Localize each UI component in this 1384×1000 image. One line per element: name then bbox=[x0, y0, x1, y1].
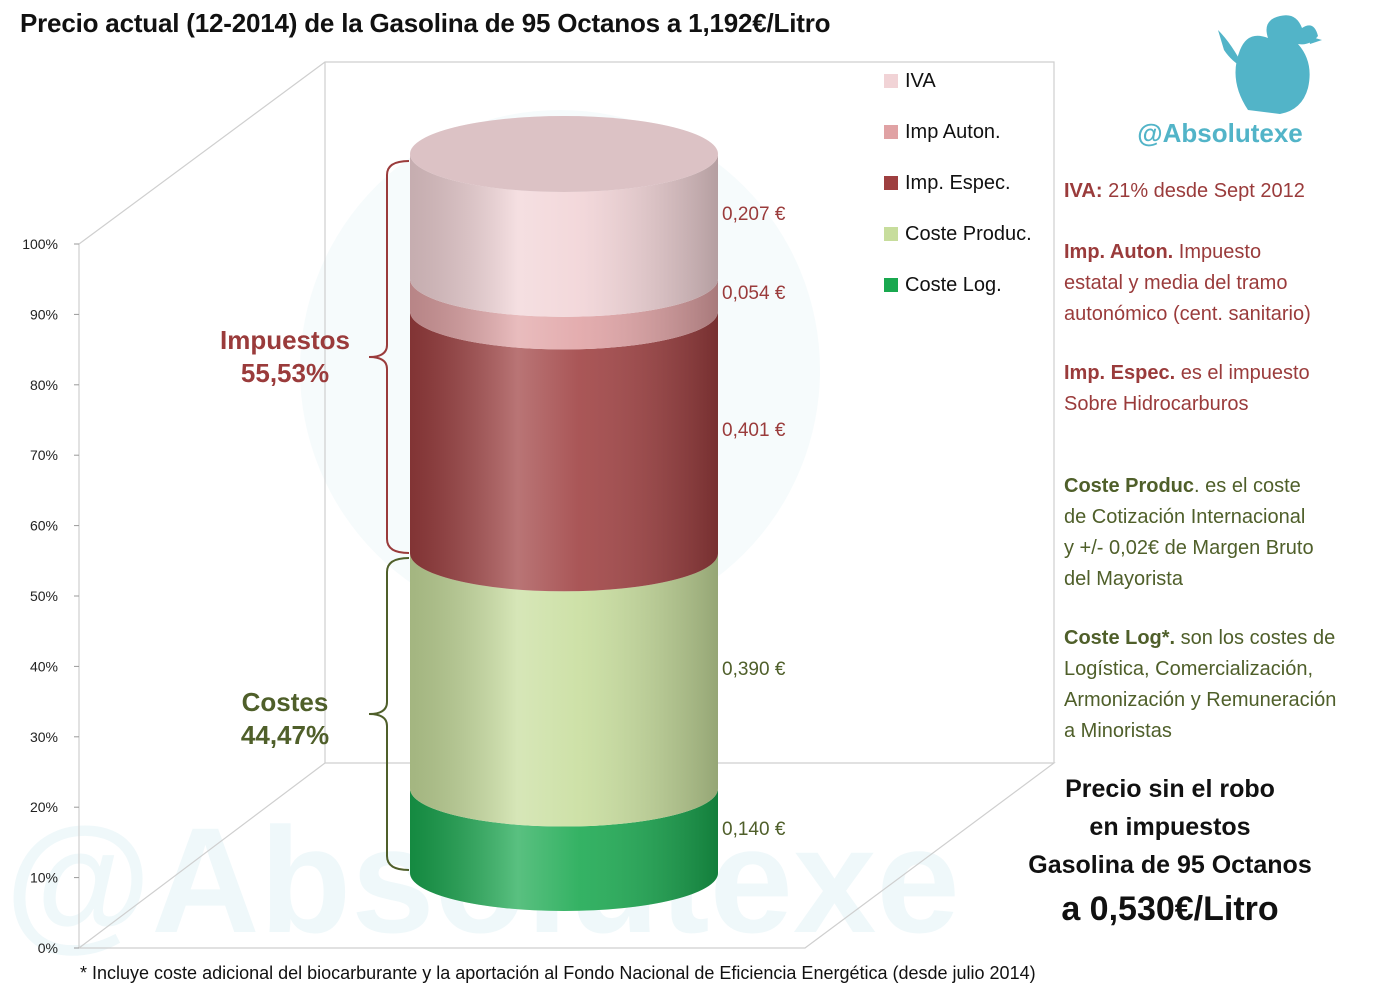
group-braces bbox=[368, 160, 410, 871]
griffin-logo-icon bbox=[1218, 15, 1322, 115]
note-log-text2: Logística, Comercialización, bbox=[1064, 658, 1313, 680]
note-iva-bold: IVA: bbox=[1064, 180, 1103, 202]
y-tick-label: 50% bbox=[30, 588, 58, 604]
legend-swatch bbox=[884, 227, 898, 241]
bottom-note-line1: Precio sin el robo bbox=[1065, 775, 1275, 803]
griffin-wing bbox=[1218, 30, 1244, 68]
note-espec-text1: es el impuesto bbox=[1175, 362, 1310, 384]
note-log-text4: a Minoristas bbox=[1064, 720, 1172, 742]
frame-floor bbox=[78, 762, 1056, 949]
griffin-beak bbox=[1308, 36, 1322, 44]
note-espec-bold: Imp. Espec. bbox=[1064, 362, 1176, 384]
y-tick-label: 40% bbox=[30, 658, 58, 674]
cylinder-segment-shading bbox=[410, 311, 718, 592]
note-produc-text3: y +/- 0,02€ de Margen Bruto bbox=[1064, 537, 1314, 559]
note-auton-text2: estatal y media del tramo bbox=[1064, 272, 1288, 294]
value-label: 0,054 € bbox=[722, 283, 786, 305]
bottom-note-line3: Gasolina de 95 Octanos bbox=[1028, 851, 1312, 879]
bottom-note-line2: en impuestos bbox=[1089, 813, 1251, 841]
footnote: * Incluye coste adicional del biocarbura… bbox=[80, 963, 1036, 983]
legend-swatch bbox=[884, 278, 898, 292]
cylinder-top-shade bbox=[410, 116, 718, 192]
note-iva: IVA: 21% desde Sept 2012 bbox=[1064, 176, 1305, 207]
taxes-brace bbox=[368, 160, 410, 554]
cylinder-segment-shading bbox=[410, 154, 718, 317]
bottom-note-price: a 0,530€/Litro bbox=[1061, 890, 1279, 928]
note-auton-text1: Impuesto bbox=[1173, 241, 1262, 263]
y-axis: 0% 10% 20% 30% 40% 50% 60% 70% 80% 90% 100% bbox=[22, 236, 79, 956]
value-label: 0,401 € bbox=[722, 420, 786, 442]
note-log: Coste Log*. son los costes de Logística,… bbox=[1064, 623, 1336, 747]
taxes-label: Impuestos bbox=[219, 325, 351, 355]
legend-swatch bbox=[884, 125, 898, 139]
note-log-text1: son los costes de bbox=[1175, 627, 1336, 649]
value-label: 0,140 € bbox=[722, 818, 786, 840]
note-log-bold: Coste Log*. bbox=[1064, 627, 1176, 649]
y-tick-label: 70% bbox=[30, 447, 58, 463]
stacked-cylinder bbox=[410, 116, 718, 911]
legend-item: Coste Produc. bbox=[884, 222, 1032, 246]
value-label: 0,390 € bbox=[722, 658, 786, 680]
y-tick-label: 90% bbox=[30, 306, 58, 322]
value-label: 0,207 € bbox=[722, 204, 786, 226]
note-auton: Imp. Auton. Impuesto estatal y media del… bbox=[1064, 237, 1311, 330]
y-tick-label: 20% bbox=[30, 799, 58, 815]
y-tick-label: 0% bbox=[38, 940, 58, 956]
taxes-group-label: Impuestos 55,53% bbox=[200, 324, 370, 390]
y-tick-label: 10% bbox=[30, 870, 58, 886]
handle-label: @Absolutexe bbox=[1137, 118, 1303, 148]
note-espec-text2: Sobre Hidrocarburos bbox=[1064, 393, 1249, 415]
note-produc-bold: Coste Produc bbox=[1064, 475, 1195, 497]
legend-label: Coste Log. bbox=[905, 273, 1002, 296]
chart-title: Precio actual (12-2014) de la Gasolina d… bbox=[20, 8, 831, 38]
legend-item: Imp. Espec. bbox=[884, 171, 1011, 195]
legend-item: IVA bbox=[884, 69, 936, 93]
note-produc-text1: . es el coste bbox=[1194, 475, 1301, 497]
griffin-shape bbox=[1218, 15, 1322, 115]
y-tick-label: 100% bbox=[22, 236, 58, 252]
costs-percent: 44,47% bbox=[240, 720, 330, 750]
note-auton-text3: autonómico (cent. sanitario) bbox=[1064, 303, 1311, 325]
frame-back bbox=[78, 61, 1055, 763]
note-log-text3: Armonización y Remuneración bbox=[1064, 689, 1337, 711]
legend-swatch bbox=[884, 74, 898, 88]
bottom-note: Precio sin el robo en impuestos Gasolina… bbox=[995, 770, 1345, 934]
y-tick-label: 30% bbox=[30, 729, 58, 745]
taxes-percent: 55,53% bbox=[240, 358, 330, 388]
cylinder-segment-shading bbox=[410, 553, 718, 827]
legend-item: Coste Log. bbox=[884, 273, 1002, 297]
costs-label: Costes bbox=[241, 687, 329, 717]
note-espec: Imp. Espec. es el impuesto Sobre Hidroca… bbox=[1064, 358, 1310, 420]
cylinder-segment-shading bbox=[410, 788, 718, 911]
legend-item: Imp Auton. bbox=[884, 120, 1001, 144]
costs-brace bbox=[368, 557, 410, 871]
cylinder-segment-shading bbox=[410, 278, 718, 350]
legend-swatch bbox=[884, 176, 898, 190]
cylinder-top bbox=[410, 116, 718, 192]
chart-frame bbox=[78, 61, 1056, 949]
legend-label: Imp. Espec. bbox=[905, 171, 1011, 194]
note-produc-text4: del Mayorista bbox=[1064, 568, 1183, 590]
griffin-body bbox=[1235, 15, 1318, 115]
note-auton-bold: Imp. Auton. bbox=[1064, 241, 1174, 263]
note-produc: Coste Produc. es el coste de Cotización … bbox=[1064, 471, 1314, 595]
legend-label: IVA bbox=[905, 69, 936, 92]
y-tick-label: 80% bbox=[30, 377, 58, 393]
note-produc-text2: de Cotización Internacional bbox=[1064, 506, 1306, 528]
legend-label: Coste Produc. bbox=[905, 222, 1032, 245]
costs-group-label: Costes 44,47% bbox=[200, 686, 370, 752]
note-iva-text: 21% desde Sept 2012 bbox=[1102, 180, 1305, 202]
y-tick-label: 60% bbox=[30, 518, 58, 534]
legend-label: Imp Auton. bbox=[905, 120, 1001, 143]
